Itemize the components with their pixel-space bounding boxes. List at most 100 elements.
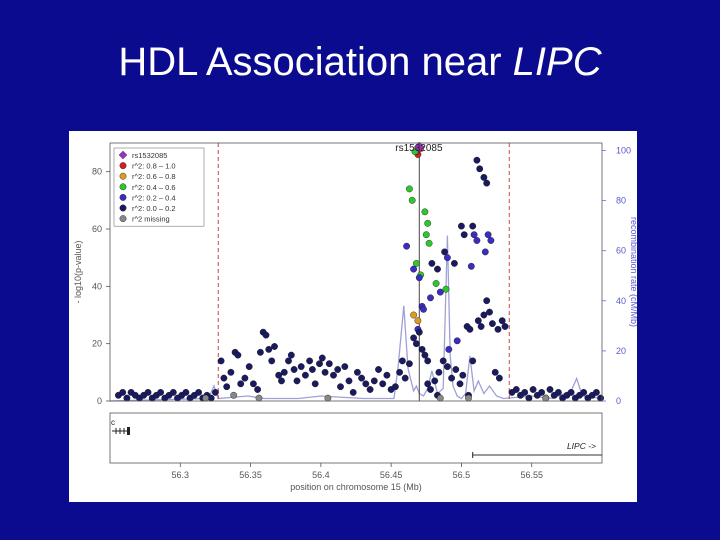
x-axis-title: position on chromosome 15 (Mb) [290,482,422,492]
snp-point [420,305,427,313]
gene-panel [109,412,603,464]
x-tick-label: 56.4 [312,470,330,480]
y-tick-label: 80 [92,167,102,177]
snp-point [254,386,262,393]
snp-point [538,388,545,396]
snp-point [245,363,253,371]
snp-point [256,348,264,356]
snp-point [428,259,436,267]
snp-point [241,374,249,382]
legend-marker [119,215,127,223]
lead-snp-marker [413,141,425,153]
snp-point [249,380,257,388]
snp-point [379,380,387,388]
snp-point [418,345,426,353]
snp-point [443,254,451,262]
snp-point [580,388,588,396]
title-gene: LIPC [512,40,602,84]
legend-marker [119,183,127,191]
legend-label: rs1532085 [132,151,167,160]
snp-point [412,340,420,348]
snp-point [486,308,493,316]
snp-point [529,386,537,393]
snp-point [230,391,238,399]
snp-point [123,394,131,402]
snp-point [487,237,495,244]
snp-point [473,156,481,164]
snp-point [427,386,434,393]
snp-point [211,388,219,396]
snp-point [597,394,604,402]
snp-point [410,265,417,273]
snp-point [494,325,502,333]
association-plot: rs1532085 0 20 40 60 80 0 20 40 60 80 100 - log10(p… [73,141,637,492]
plot-frame [109,142,603,402]
snp-point [401,374,409,382]
snp-point [375,366,382,373]
x-tick-label: 56.5 [453,470,471,480]
snp-point [195,388,203,396]
snp-point [422,231,430,239]
snp-point [306,357,314,365]
snp-point [337,383,344,391]
y2-tick-label: 40 [616,296,626,306]
snp-point [491,368,499,376]
legend-marker [119,172,127,180]
snp-point [410,334,417,342]
y2-tick-label: 0 [616,396,621,406]
gene-fragment-exon [127,427,130,435]
snp-point [434,265,441,273]
snp-point [421,208,429,216]
snp-point [521,388,529,396]
snp-point [593,388,600,396]
snp-point [435,368,443,376]
legend-marker [119,194,127,201]
snp-point [466,325,474,333]
snp-point [391,383,399,391]
snp-point [405,185,413,193]
snp-point [265,345,273,353]
snp-point [301,371,309,379]
snp-point [448,374,455,382]
snp-point [424,380,432,388]
legend: rs1532085 r^2: 0.8 – 1.0r^2: 0.6 – 0.8 r^2… [113,147,205,227]
snp-point [157,388,165,396]
snp-point [427,294,434,302]
snp-point [280,368,288,376]
snp-point [424,219,432,227]
snp-point [341,363,349,371]
legend-label: r^2: 0.2 – 0.4 [132,193,176,202]
locuszoom-figure: rs1532085 0 20 40 60 80 0 20 40 60 80 100 - log10(p… [69,131,637,502]
snp-point [321,368,329,376]
snp-point [425,239,433,247]
snp-point [477,323,485,330]
snp-point [293,377,301,385]
snp-point [484,231,492,239]
snp-point [567,388,575,396]
snp-point [290,366,298,373]
snp-point [316,360,323,368]
snp-point [169,388,177,396]
snp-point [410,311,417,319]
snp-point [467,262,475,270]
snp-point [182,388,190,396]
snp-point [398,357,406,365]
snp-point [217,357,225,365]
snp-point [227,368,235,376]
snp-point [441,248,448,256]
snp-point [297,363,305,371]
title-main: HDL Association near [118,40,513,84]
snp-point [442,285,450,293]
snp-point [424,357,432,365]
snp-point [469,357,477,365]
gene-label: LIPC -> [567,441,596,451]
snp-point [287,351,295,359]
snp-point [480,174,488,181]
legend-marker [119,204,127,212]
y2-axis-title: recombination rate (cM/Mb) [629,217,637,327]
snp-point [366,386,374,393]
snp-point [278,377,285,385]
snp-point [308,366,316,373]
gene-fragment-label: c [111,418,115,427]
snp-point [501,323,509,330]
